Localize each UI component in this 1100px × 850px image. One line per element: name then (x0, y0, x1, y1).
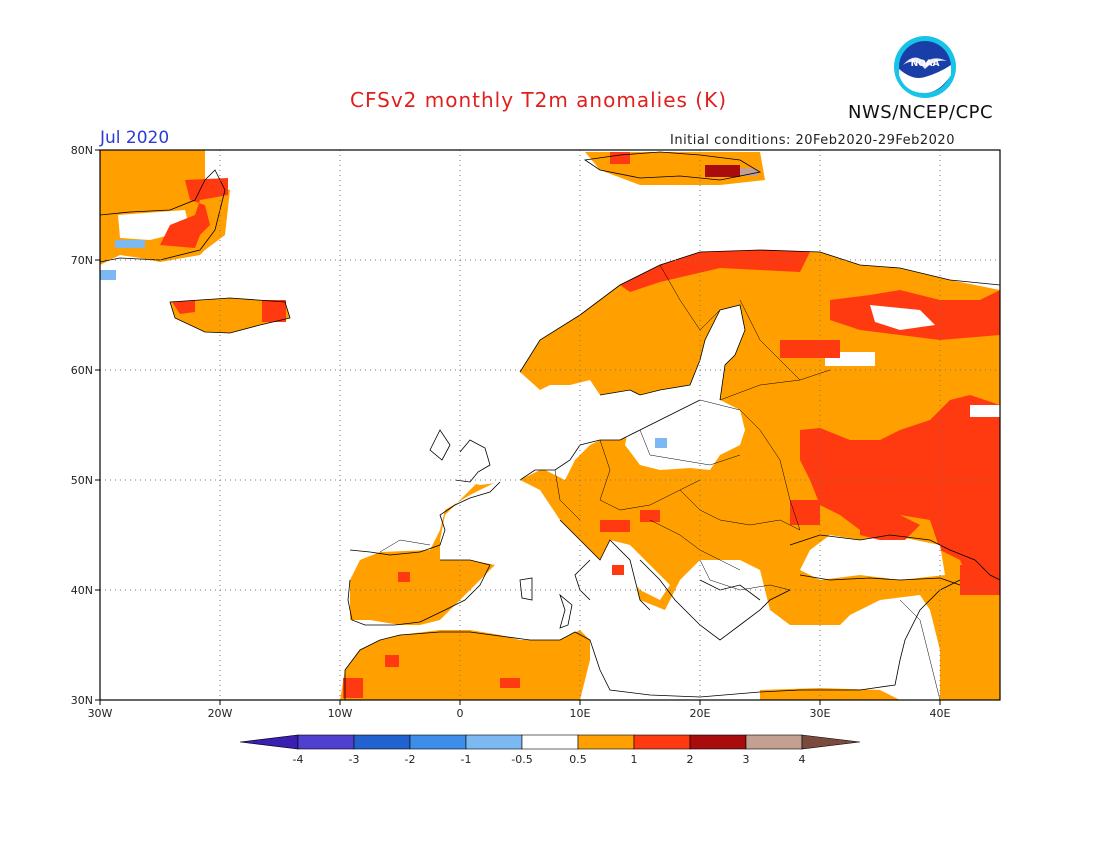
lon-label: 10W (328, 707, 353, 720)
colorbar-tick-label: 0.5 (569, 753, 587, 766)
norway-hot-coast (620, 250, 810, 292)
svalbard-tan-cells (740, 168, 758, 176)
organization-label: NWS/NCEP/CPC (848, 102, 994, 123)
hot-cell (500, 678, 520, 688)
lon-label: 10E (570, 707, 591, 720)
cool-cell-poland (655, 438, 667, 448)
lat-label: 80N (71, 144, 93, 157)
hot-cell (343, 678, 363, 698)
hot-cell (600, 520, 630, 532)
mediterranean-white-region (440, 560, 900, 700)
lat-label: 40N (71, 584, 93, 597)
lat-label: 50N (71, 474, 93, 487)
hot-cell (640, 510, 660, 522)
greenland-hot-cells (160, 178, 228, 248)
hot-cell (612, 565, 624, 575)
hot-cell (398, 572, 410, 582)
map-title: CFSv2 monthly T2m anomalies (K) (350, 88, 727, 112)
svg-text:NOAA: NOAA (911, 59, 940, 69)
noaa-logo: NOAA (894, 36, 956, 98)
initial-conditions-label: Initial conditions: 20Feb2020-29Feb2020 (670, 133, 955, 148)
greenland-cool-cell (115, 240, 145, 248)
colorbar-segment (689, 734, 747, 750)
lon-label: 20W (208, 707, 233, 720)
colorbar-segment (577, 734, 635, 750)
lat-label: 60N (71, 364, 93, 377)
north-africa-warm-region (340, 630, 590, 700)
svalbard-hot-cells (705, 165, 740, 177)
map-frame (99, 149, 1001, 701)
svalbard-orange-cell (610, 152, 630, 164)
crimea-hot-region (860, 515, 920, 540)
anomaly-shading (100, 150, 1000, 700)
colorbar-high-extension (801, 734, 861, 750)
iceland-warm-region (170, 298, 290, 333)
lon-label: 30W (88, 707, 113, 720)
colorbar-tick-label: -2 (405, 753, 416, 766)
levant-warm-region (760, 688, 900, 700)
axis-ticks (95, 149, 941, 705)
colorbar-tick-label: 2 (687, 753, 694, 766)
greenland-cool-cell-2 (100, 270, 116, 280)
colorbar: -4 -3 -2 -1 -0.5 0.5 1 2 3 4 (239, 734, 861, 766)
lon-label: 0 (457, 707, 464, 720)
iceland-hot-cell (262, 300, 286, 322)
baltic-white-region (625, 305, 745, 470)
colorbar-tick-label: -4 (293, 753, 304, 766)
valid-month-label: Jul 2020 (100, 128, 170, 148)
lat-label: 70N (71, 254, 93, 267)
colorbar-segment (465, 734, 523, 750)
map-grid (100, 150, 1000, 700)
colorbar-tick-label: -3 (349, 753, 360, 766)
coastlines (100, 151, 1000, 700)
colorbar-tick-label: 4 (799, 753, 806, 766)
colorbar-segment (633, 734, 691, 750)
colorbar-low-extension (239, 734, 299, 750)
colorbar-tick-label: 3 (743, 753, 750, 766)
colorbar-tick-label: -1 (461, 753, 472, 766)
lon-label: 30E (810, 707, 831, 720)
colorbar-segment (353, 734, 411, 750)
colorbar-segment (297, 734, 355, 750)
colorbar-tick-label: 1 (631, 753, 638, 766)
lat-label: 30N (71, 694, 93, 707)
lon-label: 20E (690, 707, 711, 720)
hot-cell (790, 500, 820, 525)
moscow-white-cell (970, 405, 1000, 417)
hot-cell (385, 655, 399, 667)
iceland-hot-region (172, 300, 195, 314)
russia-hot-region (800, 395, 1000, 595)
karelia-hot-cells (780, 340, 840, 358)
uk-white-region (460, 450, 540, 485)
colorbar-tick-label: -0.5 (511, 753, 532, 766)
lon-label: 40E (930, 707, 951, 720)
white-sea-gap (870, 305, 935, 330)
colorbar-segment (521, 734, 579, 750)
colorbar-segment (745, 734, 803, 750)
colorbar-segment (409, 734, 467, 750)
black-sea-white-region (800, 535, 945, 580)
